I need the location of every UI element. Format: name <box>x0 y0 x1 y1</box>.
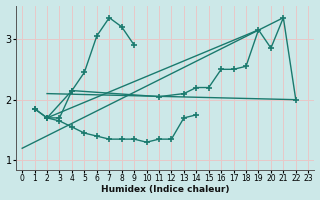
X-axis label: Humidex (Indice chaleur): Humidex (Indice chaleur) <box>101 185 229 194</box>
